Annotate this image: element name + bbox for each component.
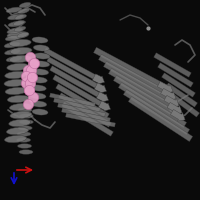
Polygon shape — [104, 61, 177, 107]
Point — [29, 68, 33, 72]
Ellipse shape — [30, 85, 46, 91]
Ellipse shape — [34, 53, 50, 59]
Ellipse shape — [18, 144, 32, 148]
Ellipse shape — [4, 79, 26, 87]
Ellipse shape — [30, 93, 46, 99]
Polygon shape — [154, 53, 191, 77]
Polygon shape — [56, 84, 109, 118]
Polygon shape — [66, 113, 115, 127]
Ellipse shape — [14, 26, 26, 32]
Ellipse shape — [7, 127, 28, 135]
Ellipse shape — [5, 49, 20, 55]
Ellipse shape — [7, 63, 29, 71]
Polygon shape — [47, 57, 103, 91]
FancyArrow shape — [161, 88, 176, 100]
Ellipse shape — [9, 119, 31, 127]
Ellipse shape — [9, 103, 31, 111]
Ellipse shape — [18, 108, 32, 112]
Polygon shape — [170, 93, 199, 117]
Point — [28, 81, 32, 85]
Ellipse shape — [19, 114, 33, 118]
Ellipse shape — [33, 45, 49, 51]
Point — [24, 81, 28, 85]
Polygon shape — [166, 83, 197, 107]
Point — [26, 102, 30, 106]
Ellipse shape — [6, 7, 22, 13]
Point — [24, 74, 28, 78]
Ellipse shape — [17, 138, 31, 142]
Point — [26, 68, 30, 72]
Point — [146, 26, 150, 30]
Polygon shape — [59, 93, 111, 127]
Ellipse shape — [19, 150, 33, 154]
Ellipse shape — [10, 47, 32, 55]
Polygon shape — [118, 82, 187, 128]
Ellipse shape — [9, 39, 31, 47]
Ellipse shape — [4, 42, 20, 48]
FancyArrow shape — [98, 101, 110, 111]
Point — [31, 95, 35, 99]
Polygon shape — [53, 75, 107, 109]
Ellipse shape — [31, 77, 47, 83]
Ellipse shape — [17, 132, 31, 136]
FancyArrow shape — [157, 81, 173, 93]
Ellipse shape — [13, 20, 25, 26]
Ellipse shape — [7, 28, 23, 34]
FancyArrow shape — [94, 83, 106, 93]
Polygon shape — [99, 54, 174, 100]
Ellipse shape — [18, 126, 32, 130]
Ellipse shape — [5, 35, 21, 41]
Polygon shape — [123, 89, 190, 135]
Ellipse shape — [34, 61, 50, 67]
Polygon shape — [128, 96, 193, 142]
Ellipse shape — [18, 8, 29, 14]
Ellipse shape — [15, 14, 27, 20]
Polygon shape — [162, 73, 195, 97]
Polygon shape — [62, 108, 110, 122]
Polygon shape — [62, 102, 113, 136]
FancyArrow shape — [170, 109, 185, 121]
Ellipse shape — [8, 21, 24, 27]
Ellipse shape — [33, 69, 49, 75]
Ellipse shape — [5, 87, 27, 95]
Ellipse shape — [5, 71, 27, 79]
Point — [32, 61, 36, 65]
Polygon shape — [58, 103, 105, 117]
Ellipse shape — [8, 14, 23, 20]
Ellipse shape — [7, 31, 29, 39]
Ellipse shape — [32, 37, 48, 43]
Polygon shape — [54, 98, 100, 112]
Ellipse shape — [10, 111, 32, 119]
Point — [28, 55, 32, 59]
Polygon shape — [50, 66, 105, 100]
Polygon shape — [158, 63, 193, 87]
Polygon shape — [50, 93, 95, 107]
Polygon shape — [44, 48, 101, 82]
Ellipse shape — [31, 101, 47, 107]
Ellipse shape — [17, 32, 29, 38]
Polygon shape — [113, 75, 184, 121]
FancyArrow shape — [164, 95, 179, 107]
Point — [27, 88, 31, 92]
FancyArrow shape — [96, 92, 108, 102]
FancyArrow shape — [92, 74, 104, 84]
FancyArrow shape — [167, 102, 182, 114]
Point — [27, 88, 31, 92]
Ellipse shape — [9, 55, 31, 63]
Polygon shape — [108, 68, 181, 114]
Ellipse shape — [19, 2, 31, 8]
Ellipse shape — [32, 109, 48, 115]
Point — [29, 75, 33, 79]
Point — [30, 75, 34, 79]
Polygon shape — [94, 47, 171, 93]
Ellipse shape — [7, 95, 29, 103]
Ellipse shape — [5, 135, 26, 143]
Ellipse shape — [19, 120, 33, 124]
Point — [31, 62, 35, 66]
Ellipse shape — [6, 56, 22, 62]
